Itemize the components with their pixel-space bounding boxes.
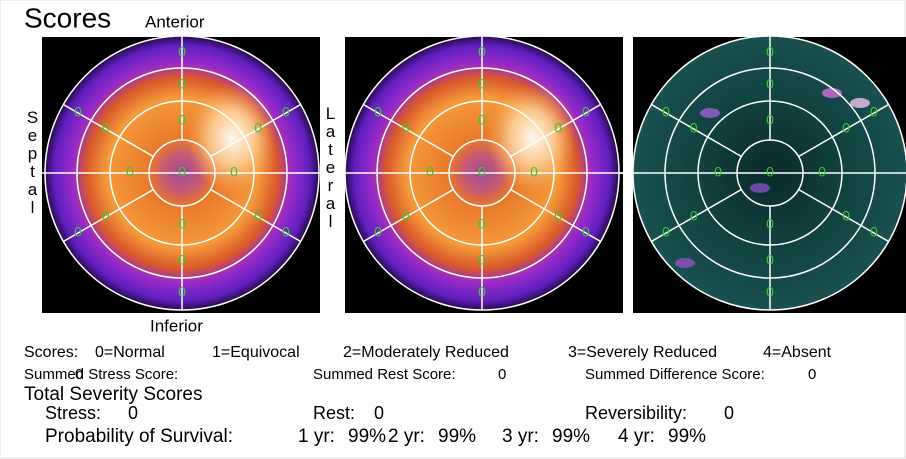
- severity-value: 0: [128, 403, 138, 423]
- segment-score: 0: [178, 112, 186, 128]
- difference-spot: [675, 258, 695, 268]
- polar-map: 0 0 0 0 0 0 0 0 0 0 0 0 0 0 0 0 0: [32, 36, 332, 313]
- segment-score: 0: [662, 224, 670, 240]
- segment-score: 0: [714, 164, 722, 180]
- segment-score: 0: [282, 224, 290, 240]
- segment-score: 0: [554, 208, 562, 224]
- legend-label: Scores:: [24, 344, 78, 361]
- segment-score: 0: [478, 164, 486, 180]
- segment-score: 0: [582, 104, 590, 120]
- segment-score: 0: [818, 164, 826, 180]
- severity-label: Reversibility:: [585, 403, 687, 423]
- segment-score: 0: [530, 164, 538, 180]
- segment-score: 0: [870, 104, 878, 120]
- segment-score: 0: [766, 216, 774, 232]
- severity-value: 0: [374, 403, 384, 423]
- page: Scores Anterior Inferior 000000000000000…: [0, 0, 906, 459]
- segment-score: 0: [178, 76, 186, 92]
- segment-score: 0: [766, 164, 774, 180]
- summed-value: 0: [808, 366, 816, 383]
- segment-score: 0: [374, 104, 382, 120]
- segment-score: 0: [554, 120, 562, 136]
- segment-score: 0: [402, 120, 410, 136]
- segment-score: 0: [690, 120, 698, 136]
- segment-score: 0: [766, 44, 774, 60]
- summed-label: Summed Difference Score:: [585, 366, 765, 383]
- segment-score: 0: [102, 120, 110, 136]
- severity-label: Rest:: [313, 403, 355, 423]
- segment-score: 0: [426, 164, 434, 180]
- survival-period: 1 yr:: [298, 426, 335, 447]
- segment-score: 0: [178, 216, 186, 232]
- segment-score: 0: [766, 112, 774, 128]
- legend-item: 2=Moderately Reduced: [343, 344, 509, 361]
- segment-score: 0: [478, 252, 486, 268]
- severity-label: Stress:: [45, 403, 101, 423]
- segment-score: 0: [478, 44, 486, 60]
- segment-score: 0: [766, 284, 774, 300]
- segment-score: 0: [178, 164, 186, 180]
- segment-score: 0: [690, 208, 698, 224]
- summed-value: 0: [75, 366, 83, 383]
- segment-score: 0: [582, 224, 590, 240]
- difference-spot: [750, 183, 770, 193]
- difference-spot: [700, 108, 720, 118]
- segment-score: 0: [282, 104, 290, 120]
- survival-value: 99%: [348, 426, 386, 447]
- segment-score: 0: [402, 208, 410, 224]
- segment-score: 0: [766, 252, 774, 268]
- segment-score: 0: [230, 164, 238, 180]
- summed-label: Summed Stress Score:: [24, 366, 178, 383]
- survival-value: 99%: [668, 426, 706, 447]
- segment-score: 0: [478, 284, 486, 300]
- segment-score: 0: [870, 224, 878, 240]
- septal-label: Septal: [24, 108, 41, 216]
- segment-score: 0: [254, 208, 262, 224]
- segment-score: 0: [254, 120, 262, 136]
- segment-score: 0: [178, 44, 186, 60]
- summed-label: Summed Rest Score:: [313, 366, 456, 383]
- anterior-label: Anterior: [145, 12, 205, 31]
- legend-item: 0=Normal: [95, 344, 165, 361]
- severity-value: 0: [724, 403, 734, 423]
- segment-score: 0: [842, 208, 850, 224]
- survival-label: Probability of Survival:: [45, 426, 233, 447]
- difference-spot: [850, 98, 870, 108]
- scores-text: Scores: 0=Normal 1=Equivocal 2=Moderately R…: [24, 344, 832, 447]
- title: Scores: [24, 2, 111, 33]
- polar-map: 0 0 0 0 0 0 0 0 0 0 0 0 0 0 0 0 0: [620, 36, 906, 313]
- segment-score: 0: [766, 76, 774, 92]
- survival-period: 3 yr:: [502, 426, 539, 447]
- segment-score: 0: [842, 120, 850, 136]
- survival-period: 2 yr:: [388, 426, 425, 447]
- segment-score: 0: [74, 224, 82, 240]
- survival-value: 99%: [552, 426, 590, 447]
- summed-value: 0: [498, 366, 506, 383]
- lateral-label: Lateral: [322, 104, 339, 230]
- legend-item: 1=Equivocal: [212, 344, 300, 361]
- segment-score: 0: [178, 252, 186, 268]
- survival-value: 99%: [438, 426, 476, 447]
- segment-score: 0: [374, 224, 382, 240]
- legend-item: 3=Severely Reduced: [568, 344, 717, 361]
- segment-score: 0: [126, 164, 134, 180]
- segment-score: 0: [102, 208, 110, 224]
- segment-score: 0: [74, 104, 82, 120]
- survival-period: 4 yr:: [618, 426, 655, 447]
- polar-map: 0 0 0 0 0 0 0 0 0 0 0 0 0 0 0 0 0: [332, 36, 632, 313]
- segment-score: 0: [662, 104, 670, 120]
- segment-score: 0: [478, 216, 486, 232]
- report: Scores Anterior Inferior 000000000000000…: [0, 0, 906, 459]
- segment-score: 0: [178, 284, 186, 300]
- segment-score: 0: [478, 76, 486, 92]
- segment-score: 0: [478, 112, 486, 128]
- legend-item: 4=Absent: [763, 344, 832, 361]
- inferior-label: Inferior: [150, 316, 203, 335]
